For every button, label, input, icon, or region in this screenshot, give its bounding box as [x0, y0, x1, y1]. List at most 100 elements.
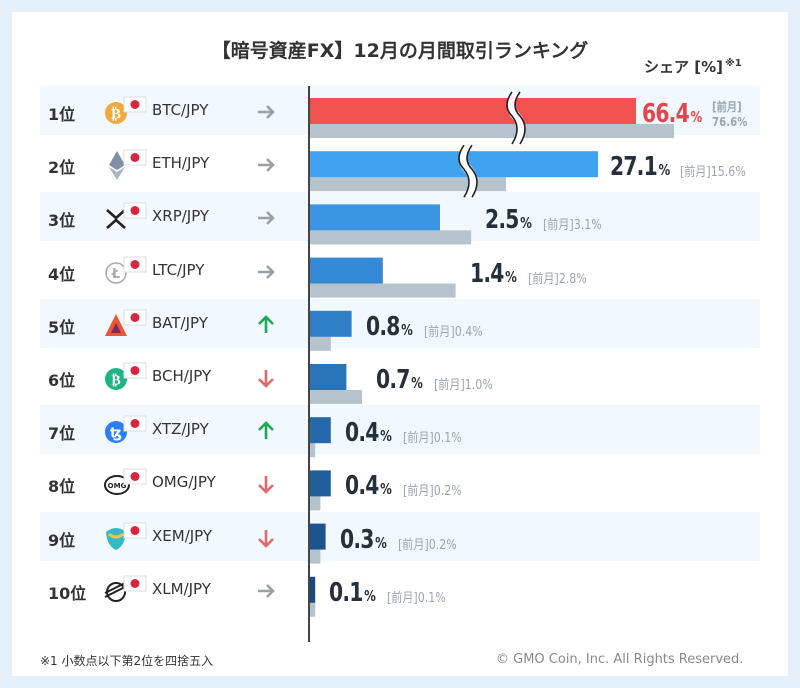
prev-month-value: 76.6% — [712, 115, 748, 129]
prev-month-prefix: [前月] — [543, 218, 574, 234]
svg-text:₿: ₿ — [111, 373, 120, 389]
share-value: 27.1 — [610, 152, 658, 183]
prev-month-label: [前月]15.6% — [680, 161, 746, 180]
share-axis-label: シェア [%] ※1 — [644, 58, 742, 76]
percent-unit: % — [504, 267, 517, 286]
share-note-mark: ※1 — [724, 58, 742, 69]
prev-month-value: 15.6% — [710, 165, 746, 181]
share-value-label: 0.1% — [329, 577, 376, 608]
stellar-icon — [104, 573, 148, 607]
rank-label: 9位 — [48, 530, 76, 550]
prev-month-label: [前月]0.2% — [403, 480, 462, 499]
share-value-label: 0.4% — [344, 471, 392, 502]
pair-label: LTC/JPY — [152, 260, 205, 279]
prev-month-label: [前月]0.2% — [398, 534, 457, 553]
share-value: 0.4 — [344, 471, 379, 502]
prev-month-prefix: [前月] — [387, 590, 418, 606]
row-background — [40, 405, 760, 455]
svg-text:₿: ₿ — [111, 105, 121, 123]
pair-label: BAT/JPY — [152, 313, 208, 332]
prev-month-value: 0.1% — [417, 590, 446, 606]
percent-unit: % — [658, 161, 670, 180]
tezos-icon: ꜩ — [104, 413, 148, 447]
prev-month-value: 2.8% — [558, 271, 587, 287]
prev-month-prefix: [前月] — [423, 324, 455, 340]
percent-unit: % — [379, 480, 392, 499]
prev-month-value: 0.1% — [433, 431, 462, 447]
nem-icon — [104, 520, 148, 554]
share-value-label: 0.3% — [339, 524, 387, 555]
percent-unit: % — [400, 320, 413, 339]
prev-month-prefix: [前月] — [527, 271, 559, 287]
svg-text:ꜩ: ꜩ — [110, 426, 122, 442]
prev-month-label: [前月] 76.6% — [712, 100, 747, 130]
prev-month-prefix: [前月] — [680, 165, 711, 181]
trend-flat-icon — [254, 206, 278, 230]
percent-unit: % — [520, 214, 532, 233]
rank-label: 3位 — [48, 211, 76, 231]
trend-up-icon — [254, 419, 278, 443]
pair-label: ETH/JPY — [152, 154, 210, 173]
share-value-label: 0.4% — [344, 418, 392, 449]
share-value: 0.8 — [365, 311, 400, 342]
svg-text:Ł: Ł — [111, 267, 120, 282]
share-value: 0.1 — [329, 577, 363, 608]
rank-label: 1位 — [48, 105, 76, 124]
share-value: 0.3 — [339, 524, 374, 555]
prev-month-label: [前月]0.1% — [403, 427, 462, 446]
percent-unit: % — [364, 586, 376, 605]
trend-up-icon — [254, 313, 278, 337]
rank-label: 2位 — [48, 158, 76, 178]
prev-month-label: [前月]0.1% — [387, 587, 446, 606]
pair-label: BTC/JPY — [152, 101, 209, 119]
footnote: ※1 小数点以下第2位を四捨五入 — [40, 654, 214, 668]
copyright: © GMO Coin, Inc. All Rights Reserved. — [496, 652, 744, 667]
share-value-label: 0.7% — [376, 365, 423, 395]
ethereum-icon — [104, 147, 148, 181]
chart-axis-line — [308, 86, 310, 642]
chart-title: 【暗号資産FX】12月の月間取引ランキング — [211, 40, 589, 62]
svg-text:OMG: OMG — [108, 482, 127, 490]
share-value-label: 66.4% — [642, 99, 702, 129]
rank-label: 4位 — [48, 264, 76, 284]
share-value: 0.7 — [376, 365, 410, 395]
bitcoin-icon: ₿ — [104, 94, 148, 128]
bitcoin-cash-icon: ₿ — [104, 360, 148, 394]
prev-month-label: [前月]0.4% — [424, 321, 483, 340]
prev-month-value: 0.4% — [454, 324, 483, 340]
row-background — [40, 192, 760, 242]
prev-month-value: 3.1% — [573, 218, 602, 234]
share-value-label: 1.4% — [470, 259, 517, 289]
prev-month-prefix: [前月] — [402, 431, 434, 447]
rank-label: 10位 — [48, 583, 87, 603]
pair-label: OMG/JPY — [152, 473, 216, 492]
percent-unit: % — [690, 108, 702, 126]
pair-label: XRP/JPY — [152, 207, 210, 226]
share-value-label: 2.5% — [485, 205, 532, 235]
percent-unit: % — [374, 533, 387, 552]
litecoin-icon: Ł — [104, 254, 148, 288]
percent-unit: % — [379, 427, 392, 446]
prev-month-label: [前月]1.0% — [434, 374, 493, 393]
trend-flat-icon — [254, 260, 278, 284]
trend-down-icon — [254, 366, 278, 390]
prev-month-prefix: [前月] — [434, 378, 465, 393]
pair-label: XLM/JPY — [152, 579, 211, 598]
trend-flat-icon — [254, 153, 278, 177]
share-value: 0.4 — [344, 418, 379, 449]
trend-flat-icon — [254, 579, 278, 603]
xrp-icon — [104, 200, 148, 234]
trend-down-icon — [254, 472, 278, 496]
prev-month-value: 1.0% — [464, 378, 493, 393]
prev-month-prefix: [前月] — [397, 537, 429, 553]
rank-label: 8位 — [48, 477, 76, 497]
row-background — [40, 511, 760, 561]
share-value-label: 0.8% — [365, 311, 413, 342]
prev-month-label: [前月]2.8% — [528, 268, 587, 287]
pair-label: XTZ/JPY — [152, 420, 209, 439]
prev-month-value: 0.2% — [428, 537, 457, 553]
omg-icon: OMG — [104, 466, 148, 500]
share-value: 66.4 — [642, 99, 690, 129]
percent-unit: % — [411, 374, 423, 392]
row-background — [40, 298, 760, 348]
